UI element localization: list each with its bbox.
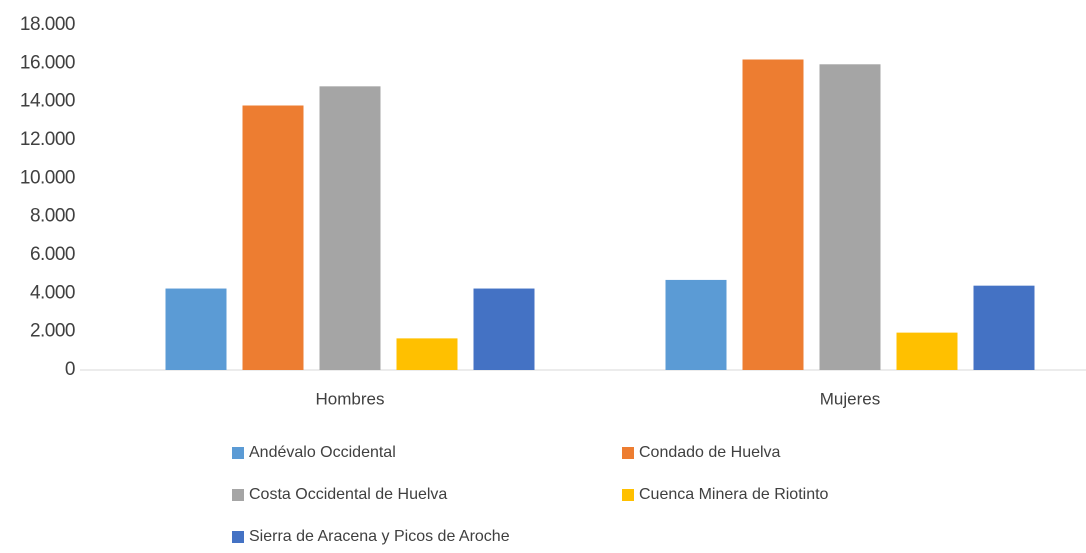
legend-label: Andévalo Occidental <box>249 444 396 461</box>
y-tick-label: 18.000 <box>20 14 75 35</box>
bar <box>819 64 881 371</box>
bar <box>396 338 458 370</box>
legend-swatch <box>622 447 634 459</box>
legend-swatch <box>622 489 634 501</box>
bar <box>973 285 1035 370</box>
y-tick-label: 14.000 <box>20 91 75 112</box>
legend-label: Condado de Huelva <box>639 444 781 461</box>
bar <box>665 279 727 370</box>
bar <box>473 288 535 370</box>
bar <box>896 332 958 370</box>
y-tick-label: 16.000 <box>20 52 75 73</box>
y-tick-label: 12.000 <box>20 129 75 150</box>
legend-label: Sierra de Aracena y Picos de Aroche <box>249 528 510 545</box>
bar <box>165 288 227 370</box>
y-tick-label: 6.000 <box>30 244 75 265</box>
legend-swatch <box>232 447 244 459</box>
y-tick-label: 10.000 <box>20 167 75 188</box>
y-tick-label: 4.000 <box>30 282 75 303</box>
legend-label: Cuenca Minera de Riotinto <box>639 486 829 503</box>
y-tick-label: 2.000 <box>30 321 75 342</box>
x-tick-label: Hombres <box>316 389 385 408</box>
legend-swatch <box>232 489 244 501</box>
legend-label: Costa Occidental de Huelva <box>249 486 447 503</box>
x-tick-label: Mujeres <box>820 389 880 408</box>
y-tick-label: 0 <box>65 359 75 380</box>
bar <box>742 59 804 370</box>
bar <box>319 86 381 370</box>
y-tick-label: 8.000 <box>30 206 75 227</box>
bar <box>242 105 304 370</box>
legend-swatch <box>232 531 244 543</box>
